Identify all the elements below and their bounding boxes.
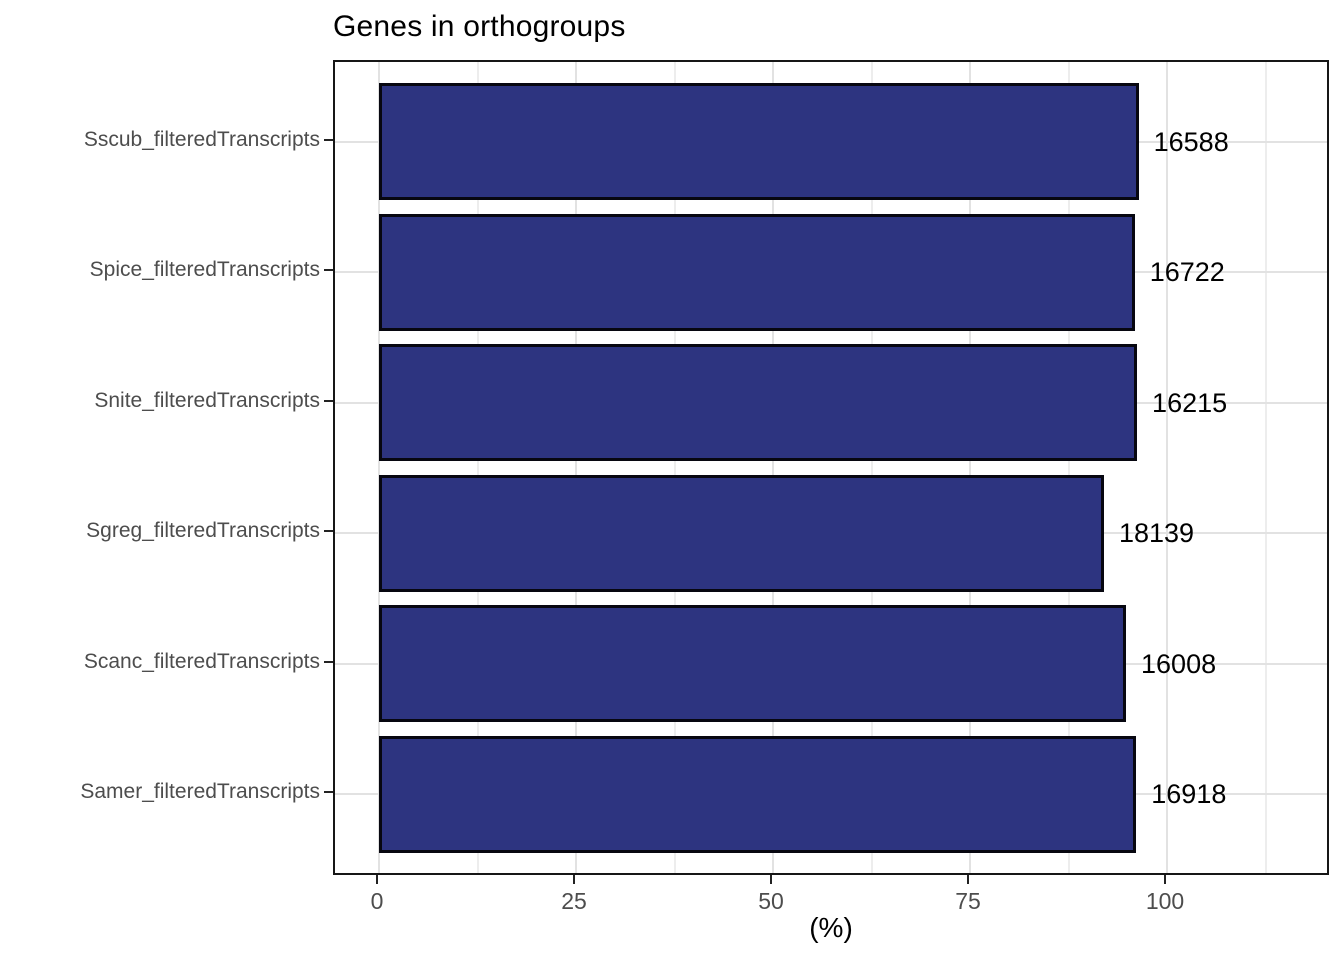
x-axis-tick xyxy=(770,875,772,884)
x-axis-tick-label: 100 xyxy=(1145,888,1185,914)
gridline-major-vertical xyxy=(969,62,971,873)
x-axis-title: (%) xyxy=(809,912,853,943)
bar-value-label: 16008 xyxy=(1141,648,1217,679)
gridline-minor-vertical xyxy=(870,62,873,873)
x-axis-tick-label: 50 xyxy=(758,888,784,914)
chart-title: Genes in orthogroups xyxy=(333,10,626,43)
bar-value-label: 16588 xyxy=(1153,126,1229,157)
y-axis-label-Snite_filteredTranscripts: Snite_filteredTranscripts xyxy=(94,388,320,412)
x-axis-tick-label: 75 xyxy=(955,888,981,914)
bar-Sgreg_filteredTranscripts xyxy=(379,474,1104,592)
bar-Spice_filteredTranscripts xyxy=(379,213,1135,331)
x-axis-tick xyxy=(376,875,378,884)
y-axis-label-Sgreg_filteredTranscripts: Sgreg_filteredTranscripts xyxy=(86,519,320,542)
x-axis-tick xyxy=(1164,875,1166,884)
gridline-major-vertical xyxy=(575,62,577,873)
bar-Sscub_filteredTranscripts xyxy=(379,83,1139,200)
bar-value-label: 18139 xyxy=(1118,518,1195,548)
y-axis-label-Spice_filteredTranscripts: Spice_filteredTranscripts xyxy=(89,258,320,281)
bar-Samer_filteredTranscripts xyxy=(379,735,1137,853)
y-axis-tick xyxy=(324,530,333,532)
gridline-major-vertical xyxy=(1166,62,1168,873)
x-axis-tick-label: 0 xyxy=(370,888,384,914)
y-axis-label-Scanc_filteredTranscripts: Scanc_filteredTranscripts xyxy=(83,649,320,673)
bar-value-label: 16918 xyxy=(1151,779,1227,809)
y-axis-label-Sscub_filteredTranscripts: Sscub_filteredTranscripts xyxy=(83,127,320,151)
x-axis-tick xyxy=(573,875,575,884)
x-axis-tick-label: 25 xyxy=(561,888,587,914)
bar-value-label: 16722 xyxy=(1149,257,1225,287)
bar-Scanc_filteredTranscripts xyxy=(379,605,1127,722)
gridline-minor-vertical xyxy=(1264,62,1267,873)
bar-Snite_filteredTranscripts xyxy=(379,344,1138,461)
bar-value-label: 16215 xyxy=(1152,387,1228,418)
plot-panel: 16588 16722 16215 18139 16008 16918 xyxy=(333,60,1329,875)
y-axis-tick xyxy=(324,138,333,141)
y-axis-label-Samer_filteredTranscripts: Samer_filteredTranscripts xyxy=(80,780,320,803)
gridline-minor-vertical xyxy=(1067,62,1070,873)
gridline-minor-vertical xyxy=(476,62,479,873)
gridline-minor-vertical xyxy=(673,62,676,873)
y-axis-tick xyxy=(324,399,333,402)
gridline-major-vertical xyxy=(378,62,380,873)
y-axis-tick xyxy=(324,791,333,793)
y-axis-tick xyxy=(324,660,333,663)
gridline-major-vertical xyxy=(772,62,774,873)
y-axis-tick xyxy=(324,269,333,271)
x-axis-tick xyxy=(967,875,969,884)
bars-layer: 16588 16722 16215 18139 16008 16918 xyxy=(335,62,1327,873)
